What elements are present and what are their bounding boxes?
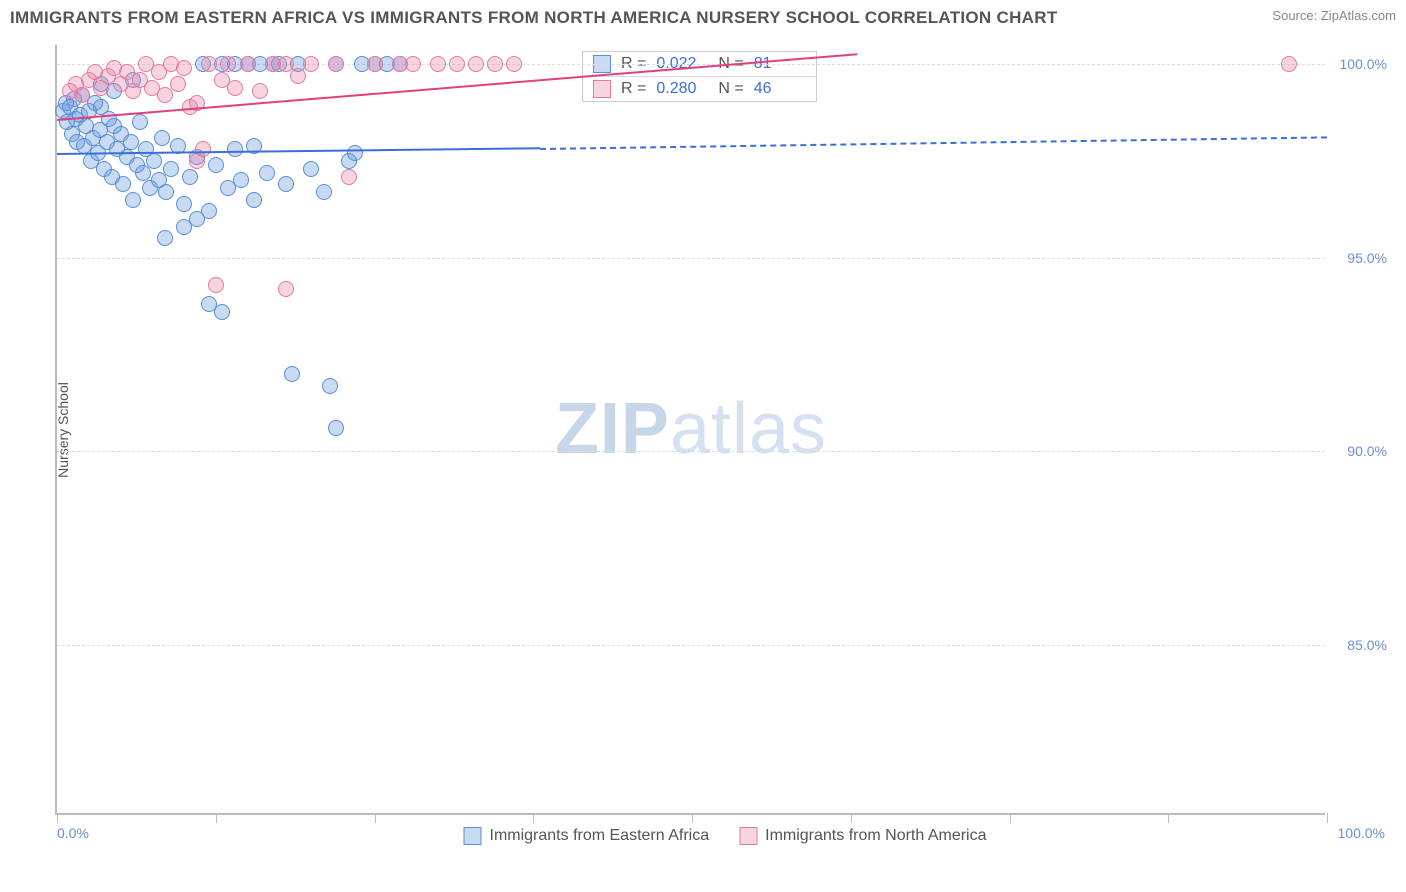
series-swatch xyxy=(593,80,611,98)
data-point xyxy=(468,56,484,72)
data-point xyxy=(227,80,243,96)
data-point xyxy=(290,68,306,84)
data-point xyxy=(132,114,148,130)
plot-area: ZIPatlas R =0.022N =81R =0.280N =46 85.0… xyxy=(55,45,1325,815)
gridline xyxy=(57,645,1325,646)
data-point xyxy=(170,76,186,92)
data-point xyxy=(227,141,243,157)
gridline xyxy=(57,451,1325,452)
gridline xyxy=(57,258,1325,259)
x-max-label: 100.0% xyxy=(1338,825,1385,841)
y-tick-label: 90.0% xyxy=(1347,443,1387,459)
data-point xyxy=(146,153,162,169)
data-point xyxy=(176,196,192,212)
data-point xyxy=(316,184,332,200)
x-tick xyxy=(1168,813,1169,823)
y-tick-label: 95.0% xyxy=(1347,250,1387,266)
x-tick xyxy=(1327,813,1328,823)
legend-item: Immigrants from North America xyxy=(739,827,986,845)
legend: Immigrants from Eastern Africa Immigrants… xyxy=(463,827,986,845)
x-tick xyxy=(375,813,376,823)
series-swatch xyxy=(463,827,481,845)
data-point xyxy=(405,56,421,72)
data-point xyxy=(278,176,294,192)
x-min-label: 0.0% xyxy=(57,825,89,841)
source-attribution: Source: ZipAtlas.com xyxy=(1272,8,1396,23)
data-point xyxy=(220,56,236,72)
r-value: 0.280 xyxy=(656,80,708,98)
data-point xyxy=(154,130,170,146)
x-tick xyxy=(851,813,852,823)
trend-line xyxy=(540,136,1327,150)
x-tick xyxy=(1010,813,1011,823)
r-label: R = xyxy=(621,80,646,98)
legend-item: Immigrants from Eastern Africa xyxy=(463,827,709,845)
data-point xyxy=(284,366,300,382)
data-point xyxy=(303,56,319,72)
data-point xyxy=(240,56,256,72)
x-tick xyxy=(692,813,693,823)
data-point xyxy=(163,161,179,177)
legend-label: Immigrants from North America xyxy=(765,827,986,845)
data-point xyxy=(214,304,230,320)
data-point xyxy=(74,87,90,103)
data-point xyxy=(233,172,249,188)
data-point xyxy=(201,56,217,72)
series-swatch xyxy=(739,827,757,845)
stats-row: R = 0.280 N = 46 xyxy=(583,77,816,101)
data-point xyxy=(115,176,131,192)
data-point xyxy=(328,420,344,436)
data-point xyxy=(341,169,357,185)
data-point xyxy=(303,161,319,177)
data-point xyxy=(208,277,224,293)
y-tick-label: 85.0% xyxy=(1347,637,1387,653)
legend-label: Immigrants from Eastern Africa xyxy=(489,827,709,845)
watermark: ZIPatlas xyxy=(555,388,827,470)
data-point xyxy=(506,56,522,72)
data-point xyxy=(189,211,205,227)
data-point xyxy=(246,192,262,208)
data-point xyxy=(125,192,141,208)
chart-title: IMMIGRANTS FROM EASTERN AFRICA VS IMMIGR… xyxy=(10,8,1058,28)
data-point xyxy=(157,87,173,103)
x-tick xyxy=(533,813,534,823)
data-point xyxy=(449,56,465,72)
data-point xyxy=(158,184,174,200)
data-point xyxy=(182,169,198,185)
y-tick-label: 100.0% xyxy=(1340,56,1387,72)
n-value: 46 xyxy=(754,80,806,98)
data-point xyxy=(278,281,294,297)
data-point xyxy=(252,83,268,99)
data-point xyxy=(259,165,275,181)
data-point xyxy=(322,378,338,394)
data-point xyxy=(208,157,224,173)
data-point xyxy=(123,134,139,150)
data-point xyxy=(157,230,173,246)
data-point xyxy=(189,153,205,169)
n-label: N = xyxy=(718,80,743,98)
data-point xyxy=(347,145,363,161)
chart-container: Nursery School ZIPatlas R =0.022N =81R =… xyxy=(55,45,1395,815)
data-point xyxy=(176,60,192,76)
x-tick xyxy=(216,813,217,823)
x-tick xyxy=(57,813,58,823)
data-point xyxy=(328,56,344,72)
data-point xyxy=(1281,56,1297,72)
data-point xyxy=(430,56,446,72)
data-point xyxy=(487,56,503,72)
data-point xyxy=(367,56,383,72)
